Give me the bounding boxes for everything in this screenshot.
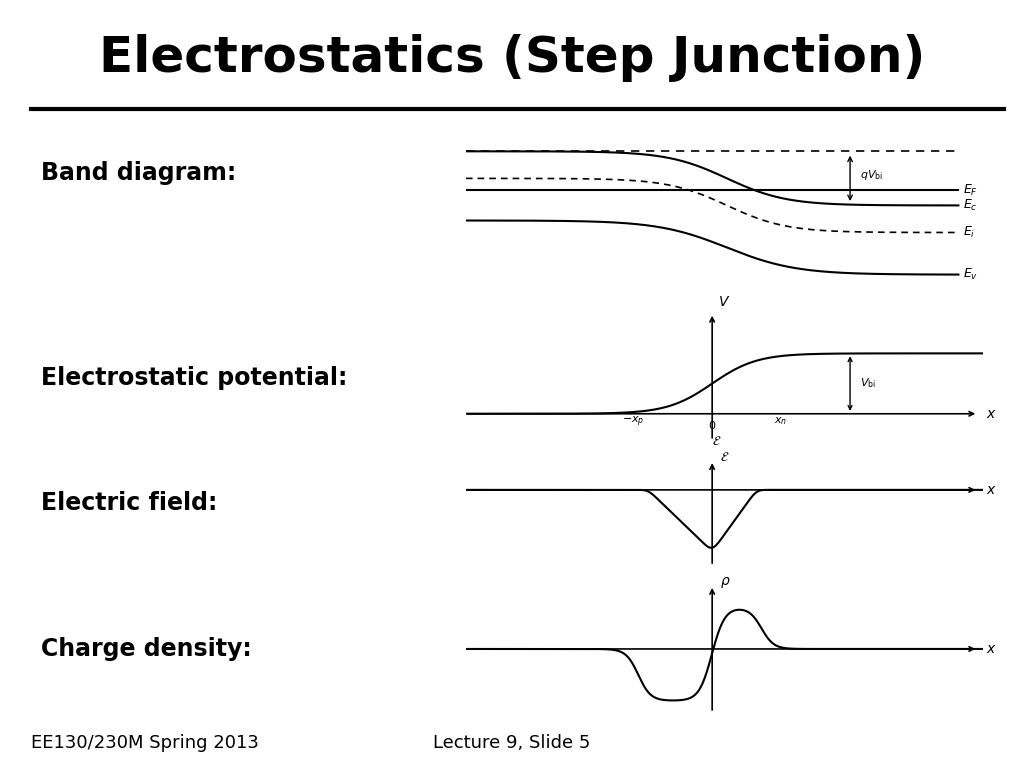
Text: Electrostatics (Step Junction): Electrostatics (Step Junction) <box>99 34 925 81</box>
Text: $x$: $x$ <box>985 407 996 421</box>
Text: Electrostatic potential:: Electrostatic potential: <box>41 366 347 390</box>
Text: $\mathcal{E}$: $\mathcal{E}$ <box>720 452 729 465</box>
Text: Electric field:: Electric field: <box>41 491 217 515</box>
Text: $\rho$: $\rho$ <box>720 575 730 590</box>
Text: $E_c$: $E_c$ <box>964 198 978 213</box>
Text: $x$: $x$ <box>985 642 996 656</box>
Text: $x_n$: $x_n$ <box>774 415 787 427</box>
Text: $V$: $V$ <box>718 295 730 309</box>
Text: EE130/230M Spring 2013: EE130/230M Spring 2013 <box>31 734 259 753</box>
Text: $qV_{\rm bi}$: $qV_{\rm bi}$ <box>860 168 883 182</box>
Text: $0$: $0$ <box>708 419 717 432</box>
Text: $E_F$: $E_F$ <box>964 183 978 198</box>
Text: Lecture 9, Slide 5: Lecture 9, Slide 5 <box>433 734 591 753</box>
Text: $\mathcal{E}$: $\mathcal{E}$ <box>713 435 722 448</box>
Text: Charge density:: Charge density: <box>41 637 252 661</box>
Text: Band diagram:: Band diagram: <box>41 161 237 185</box>
Text: $x$: $x$ <box>985 483 996 497</box>
Text: $E_i$: $E_i$ <box>964 225 976 240</box>
Text: $E_v$: $E_v$ <box>964 267 979 282</box>
Text: $V_{\rm bi}$: $V_{\rm bi}$ <box>860 376 876 390</box>
Text: $-x_p$: $-x_p$ <box>623 415 644 429</box>
